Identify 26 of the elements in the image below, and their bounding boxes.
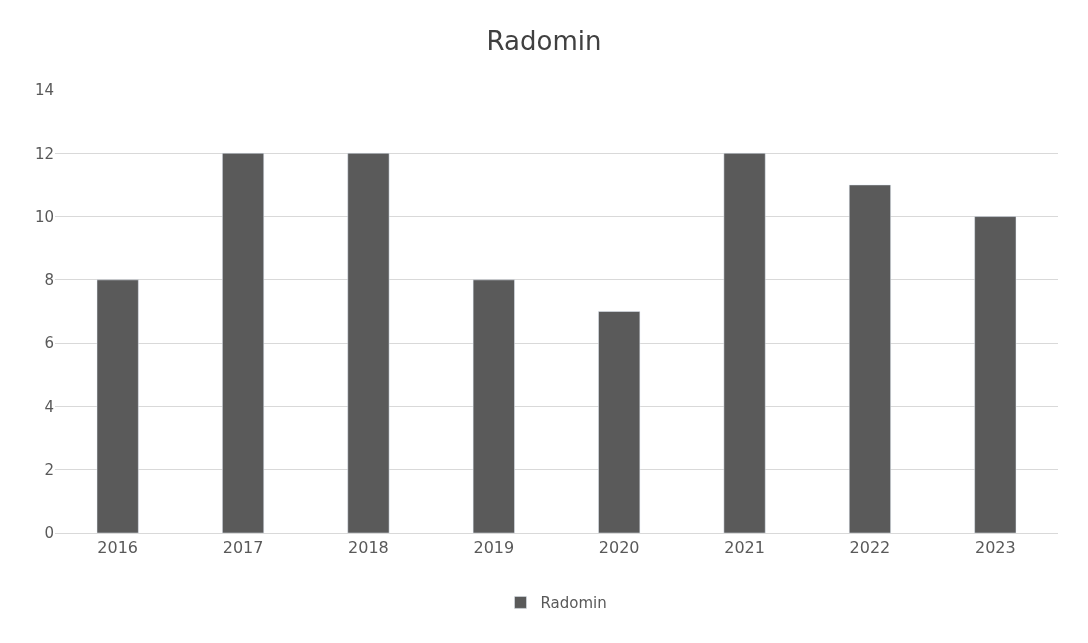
y-tick-label: 2 bbox=[44, 460, 54, 479]
chart-title: Radomin bbox=[486, 26, 602, 57]
x-tick-label: 2021 bbox=[724, 538, 765, 558]
x-tick-label: 2016 bbox=[97, 538, 139, 558]
bar bbox=[222, 153, 264, 533]
x-tick-label: 2019 bbox=[473, 538, 515, 558]
x-tick-label: 2020 bbox=[598, 538, 640, 558]
y-tick-label: 8 bbox=[44, 271, 54, 290]
y-tick-label: 6 bbox=[44, 334, 54, 353]
y-tick-label: 14 bbox=[34, 81, 54, 100]
bar bbox=[472, 279, 515, 533]
bar bbox=[723, 153, 766, 533]
bar bbox=[974, 216, 1017, 533]
bar bbox=[347, 153, 390, 533]
bar bbox=[849, 184, 891, 533]
y-tick-label: 10 bbox=[34, 207, 54, 226]
legend-label: Radomin bbox=[540, 594, 607, 613]
y-tick-label: 4 bbox=[44, 397, 54, 416]
x-tick-label: 2018 bbox=[348, 538, 389, 558]
x-tick-label: 2023 bbox=[974, 538, 1016, 558]
x-tick-label: 2017 bbox=[222, 538, 264, 558]
x-tick-label: 2022 bbox=[849, 538, 891, 558]
y-tick-label: 12 bbox=[34, 144, 54, 163]
y-tick-label: 0 bbox=[44, 524, 54, 543]
bar bbox=[598, 311, 641, 533]
bar bbox=[96, 279, 139, 533]
